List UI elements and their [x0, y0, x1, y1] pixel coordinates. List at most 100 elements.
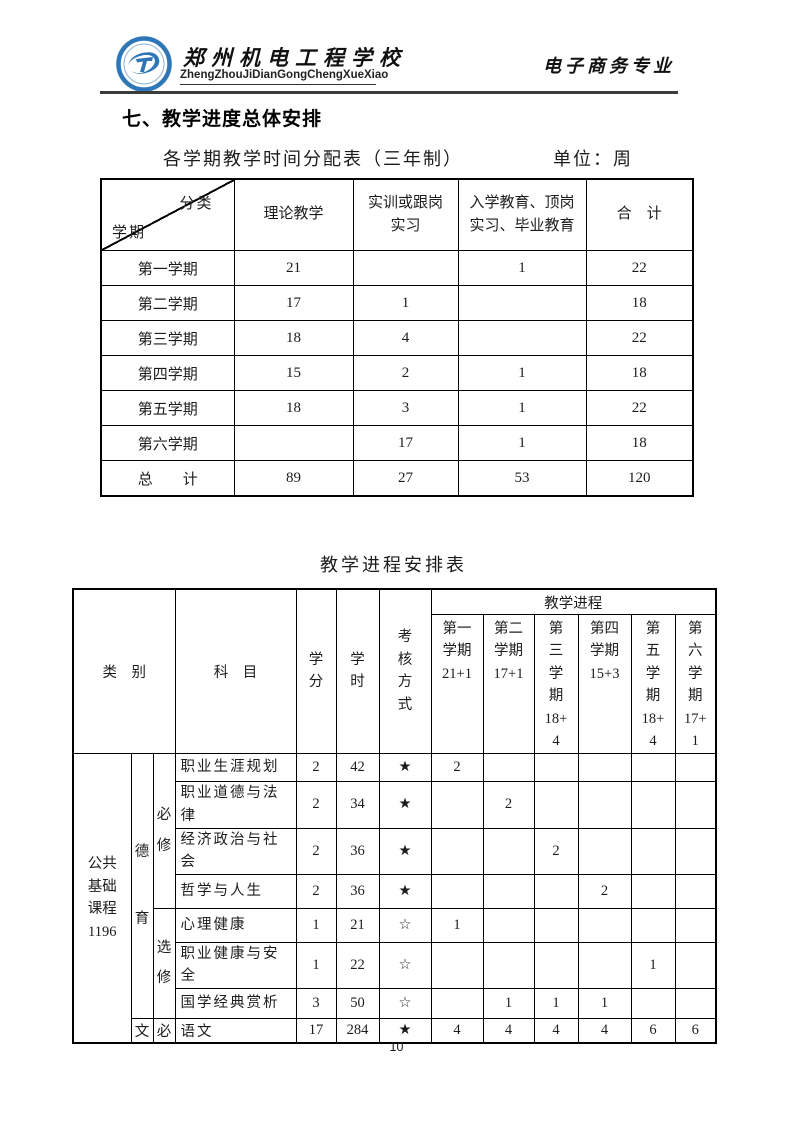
subject-cell: 国学经典赏析 — [174, 987, 297, 1019]
row-label: 第三学期 — [100, 320, 235, 356]
sem-cell — [482, 827, 535, 875]
assessment-cell: ☆ — [378, 941, 432, 989]
section-title: 七、教学进度总体安排 — [122, 109, 323, 130]
cell: 18 — [585, 355, 694, 391]
sem-cell: 4 — [577, 1017, 632, 1044]
sem-cell: 6 — [674, 1017, 717, 1044]
hours-cell: 34 — [335, 780, 380, 829]
group-culture: 文 — [130, 1017, 154, 1044]
subject-cell: 职业道德与法 律 — [174, 780, 297, 829]
header-divider — [100, 91, 678, 94]
assessment-cell: ★ — [378, 827, 432, 875]
table1-unit-label: 单位：周 — [553, 149, 633, 169]
table-row: 经济政治与社 会 2 36 ★ 2 — [73, 827, 717, 875]
sem-cell: 4 — [533, 1017, 579, 1044]
subject-cell: 哲学与人生 — [174, 873, 297, 909]
sem-cell — [482, 941, 535, 989]
hours-cell: 21 — [335, 907, 380, 943]
sem-cell — [674, 780, 717, 829]
cell — [233, 425, 354, 461]
header-semester-5: 第 五 学 期 18+ 4 — [630, 614, 676, 754]
credits-cell: 2 — [295, 780, 337, 829]
sem-cell — [577, 907, 632, 943]
sem-cell — [577, 780, 632, 829]
cell — [457, 320, 587, 356]
page-number: 10 — [389, 1040, 404, 1054]
table-row: 第三学期 18 4 22 — [100, 320, 694, 356]
sem-cell — [630, 907, 676, 943]
cell: 15 — [233, 355, 354, 391]
table-row: 第一学期 21 1 22 — [100, 250, 694, 286]
assessment-cell: ★ — [378, 1017, 432, 1044]
school-name: 郑州机电工程学校 — [183, 46, 407, 70]
teaching-progress-table: 类 别 科 目 学 分 学 时 考 核 方 式 教学进程 第一 学期 21+1 … — [72, 588, 718, 1045]
cell: 17 — [352, 425, 459, 461]
group-public-basic-courses: 公共 基础 课程 1196 — [72, 752, 132, 1044]
subject-cell: 职业生涯规划 — [174, 752, 297, 782]
sem-cell — [674, 873, 717, 909]
table1-col-header: 合 计 — [585, 178, 694, 251]
cell — [457, 285, 587, 321]
table-row-total: 总 计 89 27 53 120 — [100, 460, 694, 497]
cell: 1 — [457, 425, 587, 461]
cell: 1 — [457, 355, 587, 391]
sem-cell — [482, 907, 535, 943]
table-row: 第五学期 18 3 1 22 — [100, 390, 694, 426]
sem-cell: 2 — [533, 827, 579, 875]
credits-cell: 2 — [295, 827, 337, 875]
sem-cell — [577, 827, 632, 875]
credits-cell: 17 — [295, 1017, 337, 1044]
table-row: 国学经典赏析 3 50 ☆ 1 1 1 — [73, 987, 717, 1019]
cell: 3 — [352, 390, 459, 426]
header-hours: 学 时 — [335, 588, 380, 754]
table2-title: 教学进程安排表 — [320, 555, 467, 575]
assessment-cell: ☆ — [378, 987, 432, 1019]
row-label: 第六学期 — [100, 425, 235, 461]
cell: 4 — [352, 320, 459, 356]
table-row: 选 修 心理健康 1 21 ☆ 1 — [73, 907, 717, 1019]
cell: 27 — [352, 460, 459, 497]
assessment-cell: ★ — [378, 873, 432, 909]
table1-corner-cell: 分类 学期 — [100, 178, 235, 251]
sem-cell — [630, 780, 676, 829]
credits-cell: 3 — [295, 987, 337, 1019]
sem-cell: 2 — [430, 752, 484, 782]
assessment-cell: ★ — [378, 752, 432, 782]
sem-cell — [533, 752, 579, 782]
table1-col-header: 理论教学 — [233, 178, 354, 251]
cell: 22 — [585, 320, 694, 356]
subject-cell: 心理健康 — [174, 907, 297, 943]
header-semester-1: 第一 学期 21+1 — [430, 614, 484, 754]
table-row: 职业健康与安 全 1 22 ☆ 1 — [73, 941, 717, 989]
cell: 1 — [352, 285, 459, 321]
table-row: 第六学期 17 1 18 — [100, 425, 694, 461]
hours-cell: 22 — [335, 941, 380, 989]
semester-time-table: 分类 学期 理论教学 实训或跟岗 实习 入学教育、顶岗 实习、毕业教育 合 计 … — [100, 178, 694, 497]
sem-cell — [577, 752, 632, 782]
sem-cell — [577, 941, 632, 989]
sem-cell — [533, 873, 579, 909]
cell: 17 — [233, 285, 354, 321]
sem-cell — [533, 941, 579, 989]
sem-cell — [674, 827, 717, 875]
school-logo-icon — [116, 36, 172, 92]
group-required: 必 修 — [152, 752, 176, 909]
assessment-cell: ★ — [378, 780, 432, 829]
row-label: 第五学期 — [100, 390, 235, 426]
header-category: 类 别 — [72, 588, 176, 754]
corner-label-semester: 学期 — [112, 225, 147, 241]
sem-cell — [482, 873, 535, 909]
cell: 1 — [457, 390, 587, 426]
row-label: 第四学期 — [100, 355, 235, 391]
major-name: 电子商务专业 — [543, 56, 675, 76]
row-label: 第一学期 — [100, 250, 235, 286]
table-row: 第二学期 17 1 18 — [100, 285, 694, 321]
sem-cell — [430, 987, 484, 1019]
header-subject: 科 目 — [174, 588, 297, 754]
sem-cell: 2 — [482, 780, 535, 829]
header-credits: 学 分 — [295, 588, 337, 754]
sem-cell — [430, 827, 484, 875]
assessment-cell: ☆ — [378, 907, 432, 943]
subject-cell: 职业健康与安 全 — [174, 941, 297, 989]
header-assessment: 考 核 方 式 — [378, 588, 432, 754]
